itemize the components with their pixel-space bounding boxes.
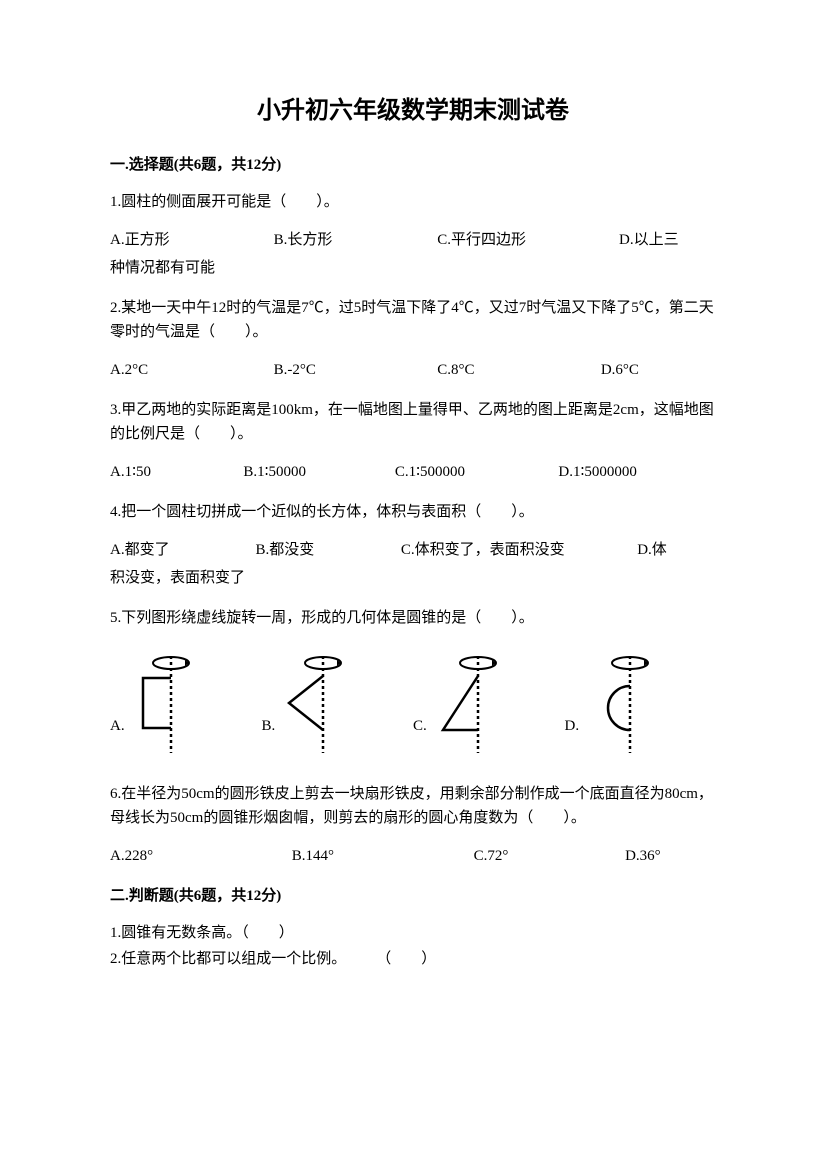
q5-text: 5.下列图形绕虚线旋转一周，形成的几何体是圆锥的是（ ）。 (110, 606, 716, 630)
q5-figure-b: B. (262, 648, 414, 758)
q5-figure-c: C. (413, 648, 565, 758)
question-3: 3.甲乙两地的实际距离是100km，在一幅地图上量得甲、乙两地的图上距离是2cm… (110, 398, 716, 484)
q4-option-c: C.体积变了，表面积没变 (401, 538, 637, 562)
q3-option-d: D.1∶5000000 (558, 460, 716, 484)
q1-option-c: C.平行四边形 (437, 228, 619, 252)
section-1-header: 一.选择题(共6题，共12分) (110, 153, 716, 174)
q6-text: 6.在半径为50cm的圆形铁皮上剪去一块扇形铁皮，用剩余部分制作成一个底面直径为… (110, 782, 716, 830)
q5-label-d: D. (565, 714, 580, 758)
shape-a-icon (131, 648, 201, 758)
q5-label-b: B. (262, 714, 276, 758)
question-5: 5.下列图形绕虚线旋转一周，形成的几何体是圆锥的是（ ）。 A. B. C. (110, 606, 716, 758)
q5-figure-a: A. (110, 648, 262, 758)
q3-options: A.1∶50 B.1∶50000 C.1∶500000 D.1∶5000000 (110, 460, 716, 484)
q3-option-c: C.1∶500000 (395, 460, 559, 484)
q4-option-d: D.体 (637, 538, 716, 562)
page-title: 小升初六年级数学期末测试卷 (110, 90, 716, 125)
q1-option-a: A.正方形 (110, 228, 274, 252)
q6-options: A.228° B.144° C.72° D.36° (110, 844, 716, 868)
q5-figure-d: D. (565, 648, 717, 758)
question-1: 1.圆柱的侧面展开可能是（ ）。 A.正方形 B.长方形 C.平行四边形 D.以… (110, 190, 716, 280)
q1-option-d: D.以上三 (619, 228, 716, 252)
q4-options: A.都变了 B.都没变 C.体积变了，表面积没变 D.体 (110, 538, 716, 562)
section-2-header: 二.判断题(共6题，共12分) (110, 884, 716, 905)
q4-text: 4.把一个圆柱切拼成一个近似的长方体，体积与表面积（ ）。 (110, 500, 716, 524)
judge-2: 2.任意两个比都可以组成一个比例。 （ ） (110, 947, 716, 973)
q1-options: A.正方形 B.长方形 C.平行四边形 D.以上三 (110, 228, 716, 252)
q2-option-d: D.6°C (601, 358, 716, 382)
q5-label-c: C. (413, 714, 427, 758)
question-6: 6.在半径为50cm的圆形铁皮上剪去一块扇形铁皮，用剩余部分制作成一个底面直径为… (110, 782, 716, 868)
q4-continuation: 积没变，表面积变了 (110, 566, 716, 590)
q4-option-a: A.都变了 (110, 538, 255, 562)
shape-c-icon (433, 648, 503, 758)
q2-options: A.2°C B.-2°C C.8°C D.6°C (110, 358, 716, 382)
q1-option-b: B.长方形 (274, 228, 438, 252)
q2-option-a: A.2°C (110, 358, 274, 382)
q6-option-c: C.72° (474, 844, 626, 868)
q6-option-a: A.228° (110, 844, 292, 868)
q5-label-a: A. (110, 714, 125, 758)
q3-option-b: B.1∶50000 (243, 460, 395, 484)
q6-option-d: D.36° (625, 844, 716, 868)
q3-text: 3.甲乙两地的实际距离是100km，在一幅地图上量得甲、乙两地的图上距离是2cm… (110, 398, 716, 446)
q1-continuation: 种情况都有可能 (110, 256, 716, 280)
q4-option-b: B.都没变 (255, 538, 400, 562)
question-4: 4.把一个圆柱切拼成一个近似的长方体，体积与表面积（ ）。 A.都变了 B.都没… (110, 500, 716, 590)
q1-text: 1.圆柱的侧面展开可能是（ ）。 (110, 190, 716, 214)
q2-option-c: C.8°C (437, 358, 601, 382)
q2-text: 2.某地一天中午12时的气温是7℃，过5时气温下降了4℃，又过7时气温又下降了5… (110, 296, 716, 344)
question-2: 2.某地一天中午12时的气温是7℃，过5时气温下降了4℃，又过7时气温又下降了5… (110, 296, 716, 382)
q6-option-b: B.144° (292, 844, 474, 868)
shape-d-icon (585, 648, 655, 758)
q5-figures: A. B. C. (110, 648, 716, 758)
q3-option-a: A.1∶50 (110, 460, 243, 484)
judge-1: 1.圆锥有无数条高。（ ） (110, 921, 716, 947)
q2-option-b: B.-2°C (274, 358, 438, 382)
shape-b-icon (281, 648, 351, 758)
